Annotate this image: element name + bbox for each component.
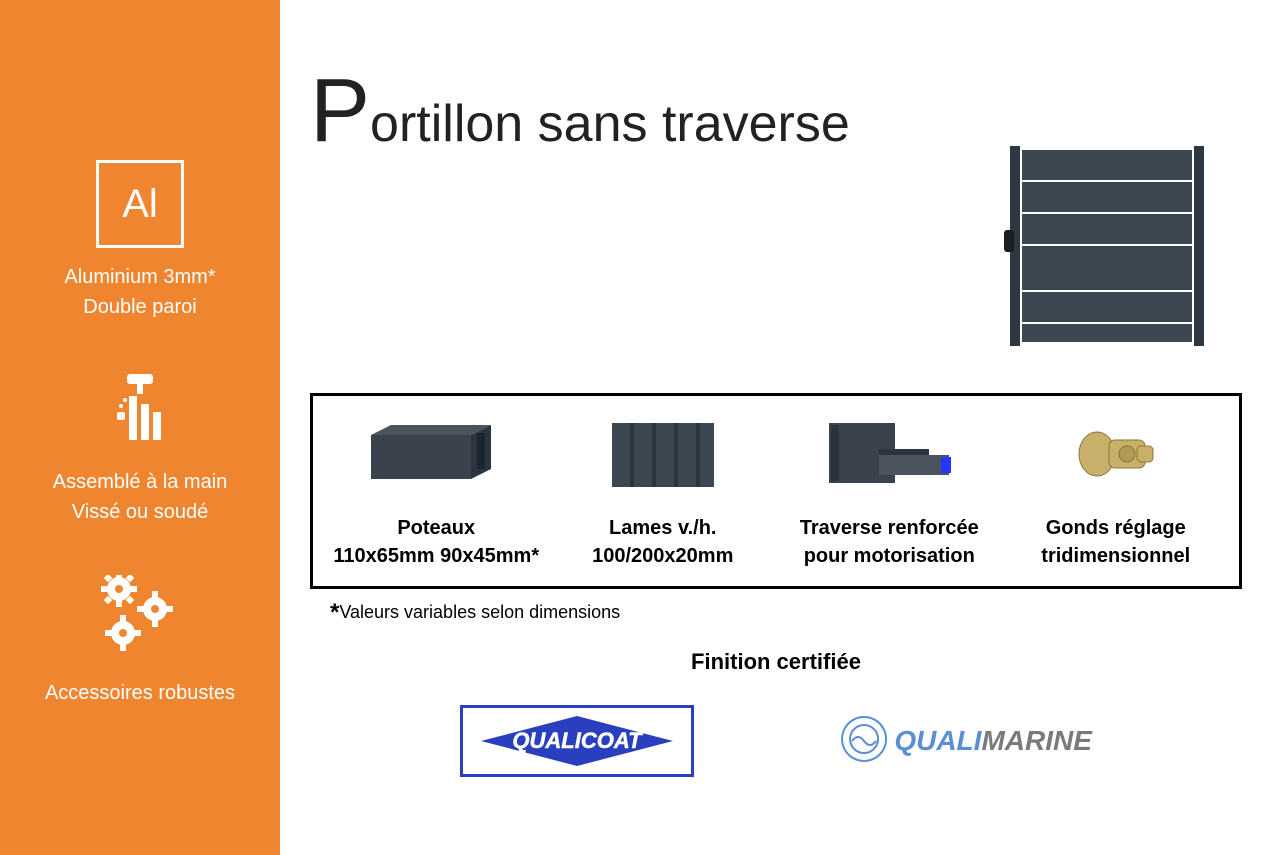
spec-label: Gonds réglage (1046, 517, 1186, 539)
al-badge: Al (96, 160, 184, 248)
line: Vissé ou soudé (72, 501, 208, 523)
qm-part-a: QUALI (894, 725, 981, 757)
spec-label: tridimensionnel (1041, 545, 1190, 567)
al-symbol: Al (122, 182, 158, 227)
qm-part-b: MARINE (981, 725, 1091, 757)
spec-label: Lames v./h. (609, 517, 716, 539)
main-content: Portillon sans traverse (280, 0, 1282, 855)
line: Aluminium 3mm* (64, 266, 215, 288)
cert-row: QUALICOAT QUALIMARINE (310, 705, 1242, 777)
product-image (1002, 140, 1212, 355)
wrench-bars-icon (101, 370, 179, 453)
qualimarine-logo: QUALIMARINE (834, 711, 1092, 771)
gears-icon (95, 575, 185, 664)
spec-label: pour motorisation (804, 545, 975, 567)
line: Accessoires robustes (45, 682, 235, 704)
spec-lames: Lames v./h. 100/200x20mm (550, 414, 777, 570)
spec-label: Traverse renforcée (800, 517, 979, 539)
spec-gonds: Gonds réglage tridimensionnel (1003, 414, 1230, 570)
footnote: *Valeurs variables selon dimensions (330, 599, 1242, 627)
spec-box: Poteaux 110x65mm 90x45mm* Lames v./h. 10… (310, 393, 1242, 589)
sidebar-block-aluminium: Al Aluminium 3mm* Double paroi (64, 160, 215, 322)
sidebar-block-assembly: Assemblé à la main Vissé ou soudé (53, 370, 228, 527)
poteaux-icon (361, 414, 511, 496)
spec-poteaux: Poteaux 110x65mm 90x45mm* (323, 414, 550, 570)
qualicoat-logo: QUALICOAT (460, 705, 694, 777)
sidebar-text-2: Assemblé à la main Vissé ou soudé (53, 467, 228, 527)
traverse-icon (819, 414, 959, 496)
footnote-star: * (330, 599, 339, 626)
title-letter: P (310, 61, 370, 161)
cert-title: Finition certifiée (310, 649, 1242, 675)
spec-traverse: Traverse renforcée pour motorisation (776, 414, 1003, 570)
spec-label: 110x65mm 90x45mm* (333, 545, 539, 567)
gonds-icon (1071, 414, 1161, 496)
spec-label: 100/200x20mm (592, 545, 733, 567)
sidebar-text-1: Aluminium 3mm* Double paroi (64, 262, 215, 322)
svg-text:QUALICOAT: QUALICOAT (513, 728, 644, 753)
spec-label: Poteaux (397, 517, 475, 539)
footnote-text: Valeurs variables selon dimensions (339, 602, 620, 622)
line: Double paroi (83, 296, 196, 318)
sidebar-text-3: Accessoires robustes (45, 678, 235, 708)
title-rest: ortillon sans traverse (370, 95, 850, 153)
lames-icon (608, 414, 718, 496)
sidebar: Al Aluminium 3mm* Double paroi (0, 0, 280, 855)
line: Assemblé à la main (53, 471, 228, 493)
sidebar-block-accessories: Accessoires robustes (45, 575, 235, 708)
